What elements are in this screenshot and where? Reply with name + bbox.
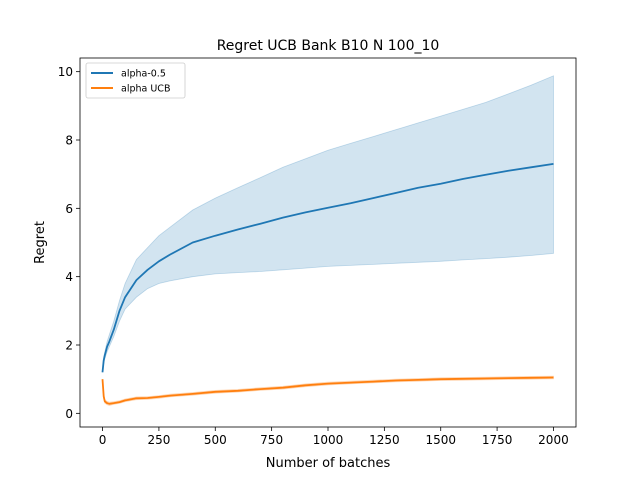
y-axis-ticks: 0 2 4 6 8 10: [58, 65, 80, 421]
x-tick-label: 1500: [425, 433, 456, 447]
x-tick-label: 250: [147, 433, 170, 447]
line-alpha-ucb: [101, 376, 554, 405]
x-tick-label: 1750: [482, 433, 513, 447]
y-tick-label: 4: [65, 270, 73, 284]
x-axis-label: Number of batches: [266, 456, 391, 471]
y-tick-label: 6: [65, 202, 73, 216]
y-tick-label: 2: [65, 339, 73, 353]
x-tick-label: 750: [260, 433, 283, 447]
x-tick-label: 1000: [313, 433, 344, 447]
y-tick-label: 10: [58, 65, 73, 79]
legend-label-alpha-ucb: alpha UCB: [121, 84, 170, 95]
x-tick-label: 500: [204, 433, 227, 447]
legend-box: [85, 62, 186, 99]
legend: alpha-0.5 alpha UCB: [85, 62, 186, 99]
chart-title: Regret UCB Bank B10 N 100_10: [217, 38, 440, 54]
x-tick-label: 2000: [538, 433, 569, 447]
x-axis-ticks: 0 250 500 750 1000 1250 1500 1750 2000: [99, 427, 569, 447]
x-tick-label: 1250: [369, 433, 400, 447]
band-alpha-ucb: [102, 375, 554, 406]
y-axis-label: Regret: [33, 221, 48, 264]
x-tick-label: 0: [99, 433, 107, 447]
y-tick-label: 0: [65, 407, 73, 421]
series-lines: [101, 163, 554, 405]
legend-label-alpha-0-5: alpha-0.5: [121, 69, 166, 80]
y-tick-label: 8: [65, 134, 73, 148]
line-alpha-0-5: [101, 163, 554, 373]
